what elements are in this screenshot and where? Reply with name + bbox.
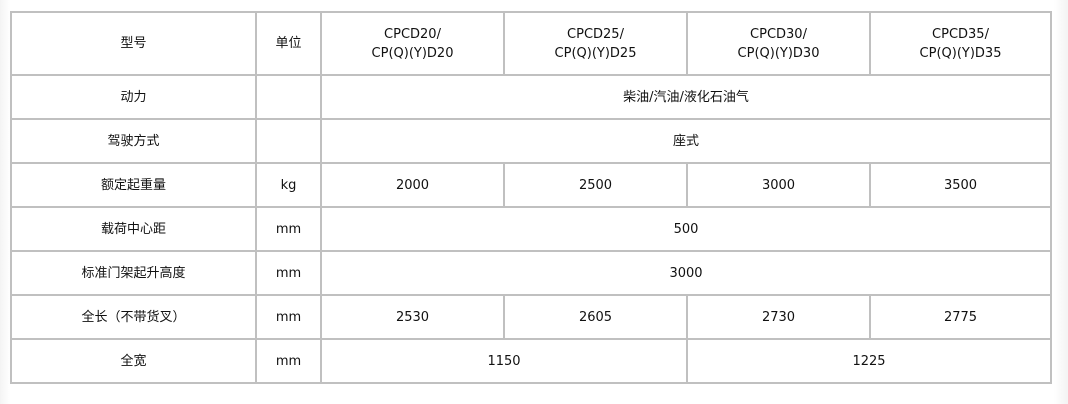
table-row: 标准门架起升高度 mm 3000	[10, 250, 1052, 296]
model-line2: CP(Q)(Y)D35	[919, 45, 1002, 61]
background-decoration	[1054, 0, 1068, 404]
row-label: 全长（不带货叉）	[10, 294, 257, 340]
table-row: 驾驶方式 座式	[10, 118, 1052, 164]
header-model-2: CPCD25/CP(Q)(Y)D25	[503, 11, 688, 76]
header-model-3: CPCD30/CP(Q)(Y)D30	[686, 11, 871, 76]
row-value: 2775	[869, 294, 1052, 340]
model-line2: CP(Q)(Y)D25	[554, 45, 637, 61]
row-label: 额定起重量	[10, 162, 257, 208]
row-unit: mm	[255, 250, 322, 296]
header-model-1: CPCD20/CP(Q)(Y)D20	[320, 11, 505, 76]
table-row: 全宽 mm 1150 1225	[10, 338, 1052, 384]
table-header-row: 型号 单位 CPCD20/CP(Q)(Y)D20 CPCD25/CP(Q)(Y)…	[10, 11, 1052, 76]
header-model: 型号	[10, 11, 257, 76]
model-line1: CPCD20/	[384, 26, 441, 42]
row-label: 标准门架起升高度	[10, 250, 257, 296]
model-line1: CPCD35/	[932, 26, 989, 42]
row-unit: mm	[255, 294, 322, 340]
row-value: 2730	[686, 294, 871, 340]
row-unit: kg	[255, 162, 322, 208]
table-row: 额定起重量 kg 2000 2500 3000 3500	[10, 162, 1052, 208]
header-unit: 单位	[255, 11, 322, 76]
row-label: 载荷中心距	[10, 206, 257, 252]
row-label: 驾驶方式	[10, 118, 257, 164]
header-model-4: CPCD35/CP(Q)(Y)D35	[869, 11, 1052, 76]
table-row: 全长（不带货叉） mm 2530 2605 2730 2775	[10, 294, 1052, 340]
row-value: 3000	[320, 250, 1052, 296]
table-row: 载荷中心距 mm 500	[10, 206, 1052, 252]
row-value: 2605	[503, 294, 688, 340]
row-value: 3500	[869, 162, 1052, 208]
model-line1: CPCD30/	[750, 26, 807, 42]
row-label: 全宽	[10, 338, 257, 384]
row-unit	[255, 74, 322, 120]
spec-table: 型号 单位 CPCD20/CP(Q)(Y)D20 CPCD25/CP(Q)(Y)…	[10, 11, 1052, 384]
row-value: 3000	[686, 162, 871, 208]
row-unit: mm	[255, 338, 322, 384]
row-value: 2000	[320, 162, 505, 208]
row-unit: mm	[255, 206, 322, 252]
model-line2: CP(Q)(Y)D30	[737, 45, 820, 61]
row-value: 500	[320, 206, 1052, 252]
table-row: 动力 柴油/汽油/液化石油气	[10, 74, 1052, 120]
row-value: 2500	[503, 162, 688, 208]
model-line2: CP(Q)(Y)D20	[371, 45, 454, 61]
row-value: 1225	[686, 338, 1052, 384]
row-value: 柴油/汽油/液化石油气	[320, 74, 1052, 120]
row-value: 1150	[320, 338, 688, 384]
background-decoration	[0, 0, 10, 404]
row-label: 动力	[10, 74, 257, 120]
row-value: 2530	[320, 294, 505, 340]
model-line1: CPCD25/	[567, 26, 624, 42]
row-unit	[255, 118, 322, 164]
row-value: 座式	[320, 118, 1052, 164]
